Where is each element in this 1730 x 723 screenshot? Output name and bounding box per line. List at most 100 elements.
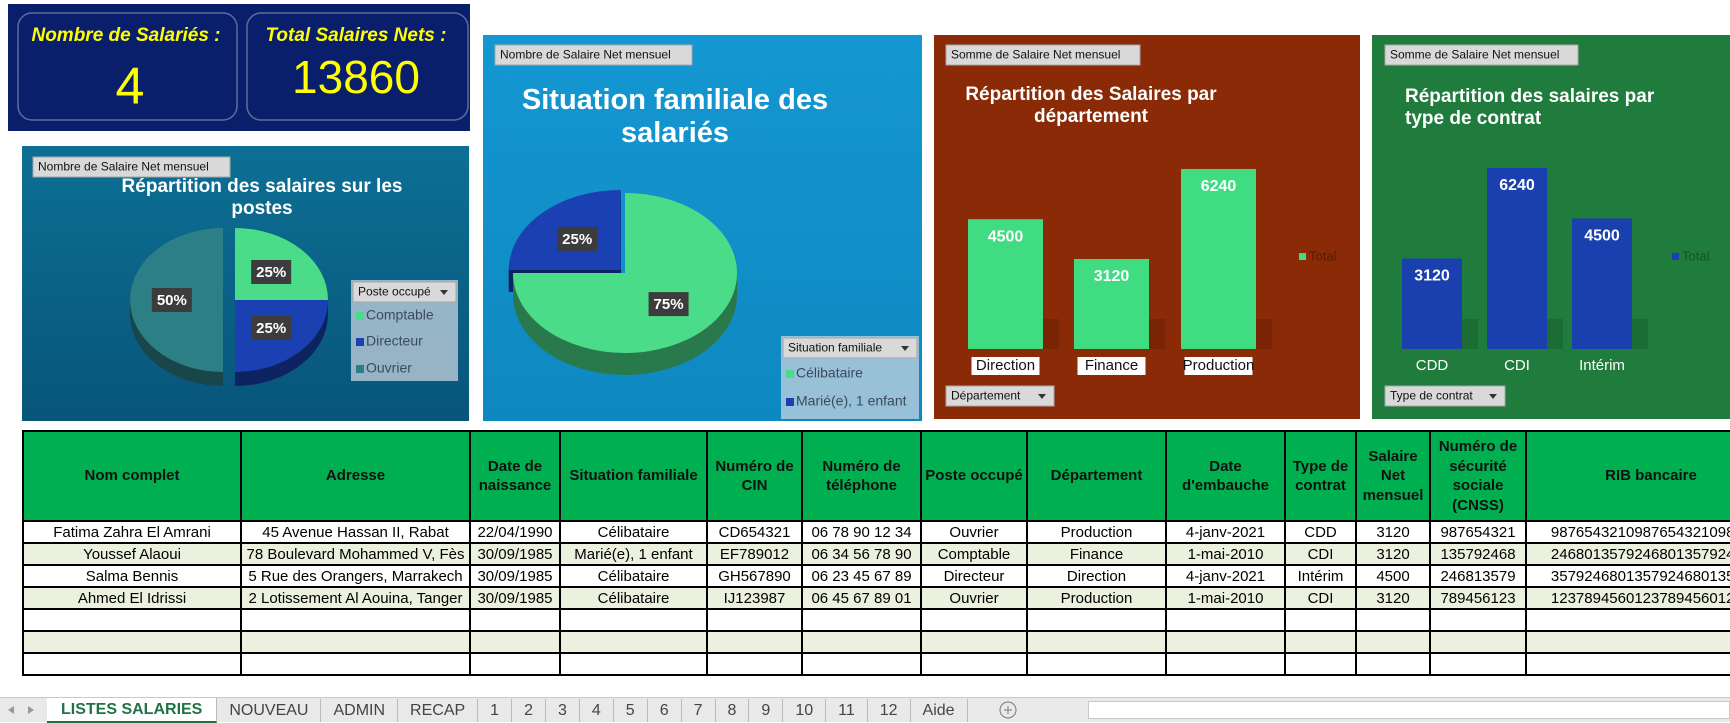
empty-cell[interactable]: [469, 630, 561, 654]
empty-cell[interactable]: [240, 652, 471, 676]
empty-cell[interactable]: [1525, 630, 1730, 654]
table-cell[interactable]: 246813579: [1429, 564, 1527, 588]
empty-cell[interactable]: [801, 652, 922, 676]
sheet-tab[interactable]: 5: [614, 698, 648, 722]
empty-cell[interactable]: [559, 652, 708, 676]
sheet-tab[interactable]: 12: [868, 698, 911, 722]
table-cell[interactable]: 06 34 56 78 90: [801, 542, 922, 566]
table-cell[interactable]: 5 Rue des Orangers, Marrakech: [240, 564, 471, 588]
table-cell[interactable]: IJ123987: [706, 586, 803, 610]
empty-cell[interactable]: [920, 608, 1028, 632]
empty-cell[interactable]: [1355, 652, 1431, 676]
table-cell[interactable]: 789456123: [1429, 586, 1527, 610]
empty-cell[interactable]: [240, 630, 471, 654]
add-sheet-button[interactable]: [968, 699, 1028, 721]
table-cell[interactable]: 30/09/1985: [469, 564, 561, 588]
table-cell[interactable]: 3120: [1355, 586, 1431, 610]
sheet-tab[interactable]: Aide: [911, 698, 968, 722]
empty-cell[interactable]: [801, 630, 922, 654]
empty-cell[interactable]: [1026, 608, 1167, 632]
sheet-tab[interactable]: 9: [749, 698, 784, 722]
table-cell[interactable]: Célibataire: [559, 586, 708, 610]
table-cell[interactable]: 3120: [1355, 520, 1431, 544]
empty-cell[interactable]: [469, 652, 561, 676]
empty-cell[interactable]: [240, 608, 471, 632]
empty-cell[interactable]: [1026, 652, 1167, 676]
empty-cell[interactable]: [469, 608, 561, 632]
empty-cell[interactable]: [1355, 608, 1431, 632]
empty-cell[interactable]: [1284, 608, 1357, 632]
table-cell[interactable]: 135792468: [1429, 542, 1527, 566]
empty-cell[interactable]: [1429, 630, 1527, 654]
empty-cell[interactable]: [1284, 630, 1357, 654]
table-cell[interactable]: Comptable: [920, 542, 1028, 566]
table-cell[interactable]: 22/04/1990: [469, 520, 561, 544]
horizontal-scrollbar[interactable]: [1087, 701, 1730, 719]
empty-cell[interactable]: [1429, 652, 1527, 676]
table-cell[interactable]: Ahmed El Idrissi: [22, 586, 242, 610]
empty-cell[interactable]: [801, 608, 922, 632]
table-cell[interactable]: 1-mai-2010: [1165, 586, 1286, 610]
table-cell[interactable]: Directeur: [920, 564, 1028, 588]
empty-cell[interactable]: [1284, 652, 1357, 676]
table-cell[interactable]: 30/09/1985: [469, 586, 561, 610]
table-cell[interactable]: Salma Bennis: [22, 564, 242, 588]
table-cell[interactable]: Célibataire: [559, 564, 708, 588]
table-cell[interactable]: 246801357924680135792468: [1525, 542, 1730, 566]
empty-cell[interactable]: [1165, 608, 1286, 632]
table-cell[interactable]: Intérim: [1284, 564, 1357, 588]
sheet-tab[interactable]: 2: [512, 698, 546, 722]
table-cell[interactable]: Production: [1026, 586, 1167, 610]
table-cell[interactable]: 987654321098765432109876: [1525, 520, 1730, 544]
table-cell[interactable]: 3120: [1355, 542, 1431, 566]
sheet-tab[interactable]: RECAP: [398, 698, 479, 722]
sheet-tab[interactable]: ADMIN: [321, 698, 399, 722]
sheet-tab[interactable]: NOUVEAU: [217, 698, 322, 722]
table-cell[interactable]: CDD: [1284, 520, 1357, 544]
table-cell[interactable]: 1-mai-2010: [1165, 542, 1286, 566]
table-cell[interactable]: EF789012: [706, 542, 803, 566]
table-cell[interactable]: 123789456012378945601237: [1525, 586, 1730, 610]
table-cell[interactable]: 78 Boulevard Mohammed V, Fès: [240, 542, 471, 566]
sheet-tab[interactable]: 7: [682, 698, 716, 722]
empty-cell[interactable]: [1165, 652, 1286, 676]
empty-cell[interactable]: [1525, 608, 1730, 632]
table-cell[interactable]: 4-janv-2021: [1165, 564, 1286, 588]
sheet-tab[interactable]: 4: [580, 698, 614, 722]
table-cell[interactable]: 06 45 67 89 01: [801, 586, 922, 610]
table-cell[interactable]: Ouvrier: [920, 520, 1028, 544]
empty-cell[interactable]: [1429, 608, 1527, 632]
table-cell[interactable]: CDI: [1284, 542, 1357, 566]
empty-cell[interactable]: [706, 652, 803, 676]
table-cell[interactable]: 06 23 45 67 89: [801, 564, 922, 588]
table-cell[interactable]: Fatima Zahra El Amrani: [22, 520, 242, 544]
empty-cell[interactable]: [1165, 630, 1286, 654]
table-cell[interactable]: 4500: [1355, 564, 1431, 588]
table-cell[interactable]: Direction: [1026, 564, 1167, 588]
table-cell[interactable]: Marié(e), 1 enfant: [559, 542, 708, 566]
sheet-tab[interactable]: 8: [716, 698, 750, 722]
sheet-tab[interactable]: 3: [546, 698, 580, 722]
sheet-tab[interactable]: 10: [783, 698, 827, 722]
table-cell[interactable]: Youssef Alaoui: [22, 542, 242, 566]
table-cell[interactable]: 4-janv-2021: [1165, 520, 1286, 544]
empty-cell[interactable]: [559, 608, 708, 632]
table-cell[interactable]: GH567890: [706, 564, 803, 588]
sheet-tab[interactable]: LISTES SALARIES: [47, 697, 218, 723]
table-cell[interactable]: Production: [1026, 520, 1167, 544]
empty-cell[interactable]: [559, 630, 708, 654]
table-cell[interactable]: CD654321: [706, 520, 803, 544]
empty-cell[interactable]: [1525, 652, 1730, 676]
table-cell[interactable]: 06 78 90 12 34: [801, 520, 922, 544]
empty-cell[interactable]: [920, 630, 1028, 654]
table-cell[interactable]: 2 Lotissement Al Aouina, Tanger: [240, 586, 471, 610]
table-cell[interactable]: Finance: [1026, 542, 1167, 566]
sheet-tab[interactable]: 1: [478, 698, 513, 722]
table-cell[interactable]: 987654321: [1429, 520, 1527, 544]
empty-cell[interactable]: [1026, 630, 1167, 654]
table-cell[interactable]: Célibataire: [559, 520, 708, 544]
sheet-tab[interactable]: 11: [826, 698, 868, 722]
tab-nav[interactable]: [0, 699, 47, 721]
table-cell[interactable]: 30/09/1985: [469, 542, 561, 566]
empty-cell[interactable]: [1355, 630, 1431, 654]
